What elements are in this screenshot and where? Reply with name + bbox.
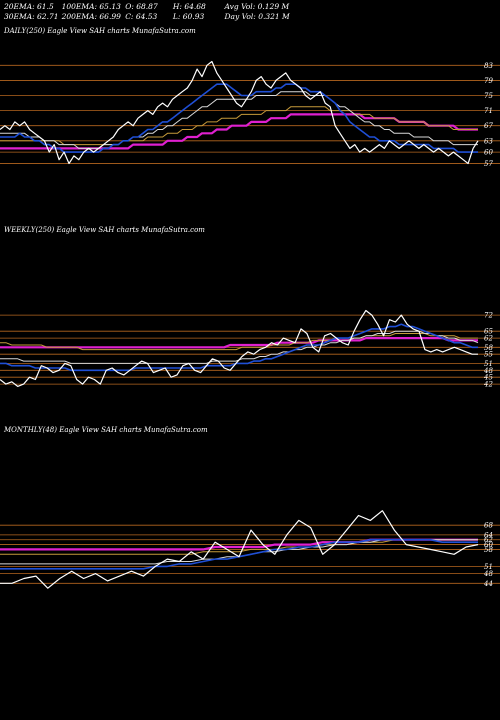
high-value: H: 64.68	[172, 2, 206, 11]
weekly-panel-label: WEEKLY(250) Eagle View SAH charts Munafa…	[4, 226, 205, 234]
daily-chart: 83 79 75 71 67 63 60 57	[0, 60, 500, 168]
weekly-y-tick-label: 65	[484, 328, 493, 336]
monthly-y-tick-label: 64	[484, 531, 493, 539]
daily-price-line	[0, 60, 479, 165]
weekly-y-tick-label: 55	[484, 351, 493, 359]
weekly-y-tick-label: 58	[484, 344, 493, 352]
ema100-value: 100EMA: 65.13	[61, 2, 121, 11]
stats-row-1: 20EMA: 61.5 100EMA: 65.13 O: 68.87 H: 64…	[4, 2, 304, 12]
daily-y-tick-label: 83	[484, 62, 493, 70]
day-vol-value: Day Vol: 0.321 M	[224, 12, 290, 21]
weekly-ema100-line	[0, 333, 478, 351]
daily-y-tick-label: 71	[484, 107, 493, 115]
weekly-y-tick-label: 48	[483, 367, 493, 375]
indicator-stats: 20EMA: 61.5 100EMA: 65.13 O: 68.87 H: 64…	[4, 2, 304, 22]
daily-y-tick-label: 75	[484, 92, 493, 100]
low-value: L: 60.93	[172, 12, 205, 21]
daily-y-tick-label: 57	[484, 160, 493, 168]
monthly-y-tick-label: 44	[483, 580, 493, 588]
close-value: C: 64.53	[125, 12, 158, 21]
daily-ema30-line	[0, 91, 478, 149]
weekly-ema200-line	[0, 336, 478, 349]
weekly-y-tick-label: 42	[483, 381, 493, 389]
weekly-y-tick-label: 45	[483, 374, 493, 382]
ema20-value: 20EMA: 61.5	[4, 2, 54, 11]
avg-vol-value: Avg Vol: 0.129 M	[224, 2, 290, 11]
ema200-value: 200EMA: 66.99	[61, 12, 121, 21]
daily-ema20-line	[0, 83, 478, 153]
ema30-value: 30EMA: 62.71	[4, 12, 59, 21]
daily-y-tick-label: 63	[484, 137, 493, 145]
weekly-y-tick-label: 62	[484, 335, 493, 343]
monthly-y-tick-label: 68	[484, 522, 493, 530]
monthly-y-tick-label: 60	[484, 541, 493, 549]
daily-y-tick-label: 60	[484, 149, 493, 157]
monthly-price-line	[0, 510, 479, 589]
monthly-y-tick-label: 51	[484, 563, 493, 571]
weekly-price-line	[0, 309, 478, 388]
monthly-y-tick-label: 48	[483, 570, 493, 578]
monthly-y-tick-label: 62	[484, 536, 493, 544]
weekly-y-tick-label: 72	[484, 312, 493, 320]
stats-row-2: 30EMA: 62.71 200EMA: 66.99 C: 64.53 L: 6…	[4, 12, 304, 22]
open-value: O: 68.87	[125, 2, 158, 11]
daily-y-tick-label: 67	[484, 122, 493, 130]
monthly-y-tick-label: 58	[484, 546, 493, 554]
daily-ema100-line	[0, 106, 478, 146]
daily-y-tick-label: 79	[484, 77, 493, 85]
weekly-ema20-line	[0, 323, 478, 372]
daily-panel-label: DAILY(250) Eagle View SAH charts MunafaS…	[4, 27, 196, 35]
monthly-panel-label: MONTHLY(48) Eagle View SAH charts Munafa…	[4, 426, 208, 434]
weekly-y-tick-label: 51	[484, 360, 493, 368]
